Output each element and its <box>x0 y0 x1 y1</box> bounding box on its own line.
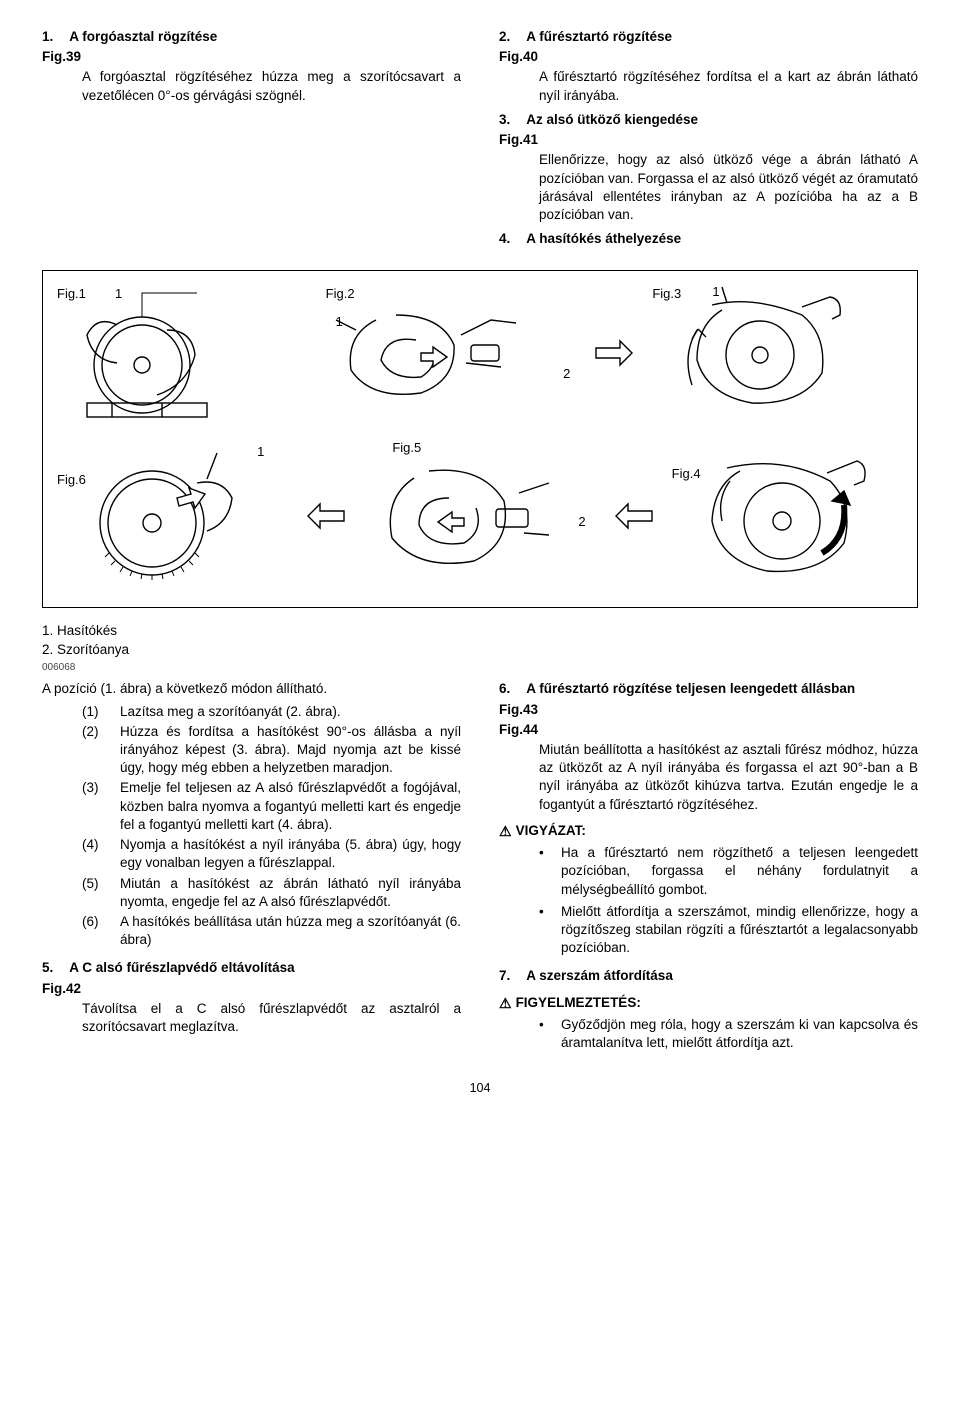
step-5: (5)Miután a hasítókést az ábrán látható … <box>82 875 461 911</box>
para-2: A fűrésztartó rögzítéséhez fordítsa el a… <box>539 68 918 104</box>
legend-1: 1. Hasítókés <box>42 622 918 640</box>
lower-columns: A pozíció (1. ábra) a következő módon ál… <box>42 680 918 1056</box>
figure-legend: 1. Hasítókés 2. Szorítóanya 006068 <box>42 622 918 674</box>
heading-7-text: A szerszám átfordítása <box>526 967 673 985</box>
left-intro: A pozíció (1. ábra) a következő módon ál… <box>42 680 461 698</box>
fig-5-svg <box>364 443 564 593</box>
fig-ref-39: Fig.39 <box>42 48 461 66</box>
figure-6: Fig.6 1 <box>57 443 288 593</box>
heading-5: 5. A C alsó fűrészlapvédő eltávolítása <box>42 959 461 977</box>
steps-list: (1)Lazítsa meg a szorítóanyát (2. ábra).… <box>82 703 461 950</box>
figure-4: Fig.4 <box>672 443 903 593</box>
heading-4-num: 4. <box>499 230 510 248</box>
fig-6-svg <box>57 443 257 593</box>
arrow-between-2-3 <box>594 338 634 373</box>
figure-row-2: Fig.6 1 <box>57 443 903 593</box>
heading-2-num: 2. <box>499 28 510 46</box>
fig-ref-41: Fig.41 <box>499 131 918 149</box>
fig-ref-42: Fig.42 <box>42 980 461 998</box>
fig-5-callout-2: 2 <box>578 513 585 531</box>
fig-2-callout-2: 2 <box>563 365 570 383</box>
caution-title: VIGYÁZAT: <box>516 822 586 840</box>
fig-1-svg <box>57 285 237 425</box>
heading-6-num: 6. <box>499 680 510 698</box>
para-1: A forgóasztal rögzítéséhez húzza meg a s… <box>82 68 461 104</box>
heading-3-num: 3. <box>499 111 510 129</box>
legend-id: 006068 <box>42 661 918 675</box>
heading-2: 2. A fűrésztartó rögzítése <box>499 28 918 46</box>
fig-6-callout-1: 1 <box>257 443 264 461</box>
figure-row-1: Fig.1 1 Fig.2 1 2 <box>57 285 903 425</box>
warning-heading: ⚠ FIGYELMEZTETÉS: <box>499 994 918 1012</box>
warning-icon: ⚠ <box>499 996 512 1010</box>
heading-7-num: 7. <box>499 967 510 985</box>
figure-2: Fig.2 1 2 <box>326 285 577 425</box>
heading-4-text: A hasítókés áthelyezése <box>526 230 681 248</box>
heading-1: 1. A forgóasztal rögzítése <box>42 28 461 46</box>
heading-6-text: A fűrésztartó rögzítése teljesen leenged… <box>526 680 855 698</box>
heading-3: 3. Az alsó ütköző kiengedése <box>499 111 918 129</box>
lower-right-col: 6. A fűrésztartó rögzítése teljesen leen… <box>499 680 918 1056</box>
fig-4-label: Fig.4 <box>672 465 701 483</box>
fig-2-label: Fig.2 <box>326 285 355 303</box>
top-right-col: 2. A fűrésztartó rögzítése Fig.40 A fűré… <box>499 28 918 250</box>
warning-list: •Győződjön meg róla, hogy a szerszám ki … <box>539 1016 918 1052</box>
fig-ref-43: Fig.43 <box>499 701 918 719</box>
fig-3-svg <box>652 285 852 425</box>
heading-1-text: A forgóasztal rögzítése <box>69 28 217 46</box>
step-1: (1)Lazítsa meg a szorítóanyát (2. ábra). <box>82 703 461 721</box>
top-left-col: 1. A forgóasztal rögzítése Fig.39 A forg… <box>42 28 461 250</box>
figure-5: Fig.5 2 <box>364 443 595 593</box>
warning-icon: ⚠ <box>499 824 512 838</box>
step-3: (3)Emelje fel teljesen az A alsó fűrészl… <box>82 779 461 834</box>
step-6: (6)A hasítókés beállítása után húzza meg… <box>82 913 461 949</box>
heading-5-text: A C alsó fűrészlapvédő eltávolítása <box>69 959 294 977</box>
fig-4-svg <box>672 443 872 593</box>
warning-item-1: •Győződjön meg róla, hogy a szerszám ki … <box>539 1016 918 1052</box>
arrow-between-5-4 <box>614 501 654 536</box>
fig-3-callout-1: 1 <box>712 283 719 301</box>
caution-heading: ⚠ VIGYÁZAT: <box>499 822 918 840</box>
fig-ref-40: Fig.40 <box>499 48 918 66</box>
fig-1-label: Fig.1 <box>57 285 86 303</box>
figure-panel: Fig.1 1 Fig.2 1 2 <box>42 270 918 608</box>
caution-list: •Ha a fűrésztartó nem rögzíthető a telje… <box>539 844 918 957</box>
step-2: (2)Húzza és fordítsa a hasítókést 90°-os… <box>82 723 461 778</box>
fig-6-label: Fig.6 <box>57 471 86 489</box>
fig-5-label: Fig.5 <box>392 439 421 457</box>
caution-item-2: •Mielőtt átfordítja a szerszámot, mindig… <box>539 903 918 958</box>
warning-title: FIGYELMEZTETÉS: <box>516 994 641 1012</box>
fig-3-label: Fig.3 <box>652 285 681 303</box>
fig-1-callout-1: 1 <box>115 285 122 303</box>
heading-2-text: A fűrésztartó rögzítése <box>526 28 672 46</box>
figure-3: Fig.3 1 <box>652 285 903 425</box>
fig-2-callout-1: 1 <box>336 313 343 331</box>
heading-1-num: 1. <box>42 28 53 46</box>
fig-2-svg <box>326 285 526 425</box>
top-columns: 1. A forgóasztal rögzítése Fig.39 A forg… <box>42 28 918 250</box>
lower-left-col: A pozíció (1. ábra) a következő módon ál… <box>42 680 461 1056</box>
caution-item-1: •Ha a fűrésztartó nem rögzíthető a telje… <box>539 844 918 899</box>
heading-6: 6. A fűrésztartó rögzítése teljesen leen… <box>499 680 918 698</box>
legend-2: 2. Szorítóanya <box>42 641 918 659</box>
step-4: (4)Nyomja a hasítókést a nyíl irányába (… <box>82 836 461 872</box>
figure-1: Fig.1 1 <box>57 285 308 425</box>
para-5: Távolítsa el a C alsó fűrészlapvédőt az … <box>82 1000 461 1036</box>
para-3: Ellenőrizze, hogy az alsó ütköző vége a … <box>539 151 918 224</box>
para-6: Miután beállította a hasítókést az aszta… <box>539 741 918 814</box>
fig-ref-44: Fig.44 <box>499 721 918 739</box>
page-number: 104 <box>42 1080 918 1097</box>
arrow-between-6-5 <box>306 501 346 536</box>
heading-4: 4. A hasítókés áthelyezése <box>499 230 918 248</box>
heading-7: 7. A szerszám átfordítása <box>499 967 918 985</box>
heading-5-num: 5. <box>42 959 53 977</box>
heading-3-text: Az alsó ütköző kiengedése <box>526 111 698 129</box>
